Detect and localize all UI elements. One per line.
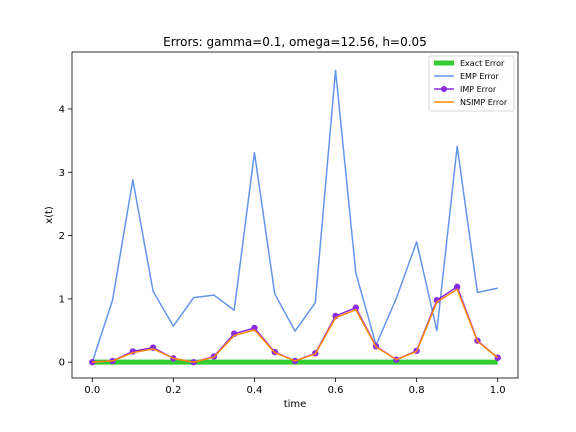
x-tick-label: 0.2 (165, 385, 181, 396)
series-layer (89, 69, 501, 366)
imp-error-point (453, 283, 461, 291)
y-axis-label: x(t) (44, 206, 55, 224)
y-tick-label: 1 (59, 294, 65, 305)
x-tick-label: 0.0 (84, 385, 100, 396)
legend-label: NSIMP Error (460, 98, 508, 107)
plot-frame (71, 51, 519, 379)
legend-label: Exact Error (460, 59, 505, 68)
x-tick-label: 0.8 (409, 385, 425, 396)
legend-marker (441, 86, 447, 92)
legend-label: IMP Error (460, 85, 497, 94)
x-tick-label: 0.6 (328, 385, 344, 396)
x-tick-label: 1.0 (490, 385, 506, 396)
x-axis-label: time (284, 399, 307, 410)
emp-error-line (91, 69, 498, 363)
legend-label: EMP Error (460, 72, 500, 81)
y-tick-label: 4 (59, 104, 65, 115)
y-tick-label: 3 (59, 168, 65, 179)
x-tick-label: 0.4 (247, 385, 263, 396)
y-axis: 0 1 2 3 4 (59, 104, 72, 369)
x-axis: 0.0 0.2 0.4 0.6 0.8 1.0 (84, 378, 506, 396)
legend: Exact Error EMP Error IMP Error NSIMP Error (428, 55, 515, 112)
legend-box (428, 55, 515, 112)
chart-title: Errors: gamma=0.1, omega=12.56, h=0.05 (163, 35, 427, 49)
nsimp-error-line (92, 288, 499, 363)
imp-error-point (352, 304, 360, 311)
y-tick-label: 2 (59, 231, 65, 242)
y-tick-label: 0 (59, 358, 65, 369)
